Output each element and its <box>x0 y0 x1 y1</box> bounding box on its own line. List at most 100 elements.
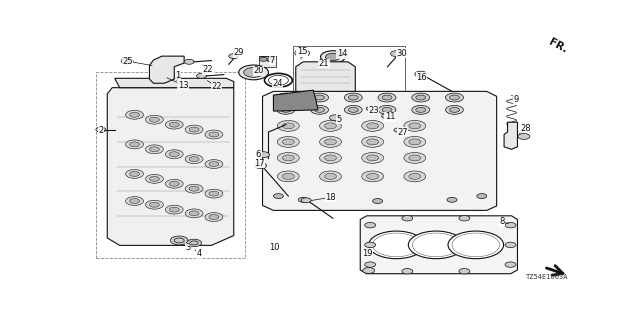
Circle shape <box>416 108 426 112</box>
Circle shape <box>365 242 376 248</box>
Circle shape <box>244 68 264 77</box>
Circle shape <box>129 112 140 117</box>
Text: 16: 16 <box>416 73 427 82</box>
Text: 5: 5 <box>336 115 342 124</box>
Circle shape <box>149 147 159 152</box>
Text: 9: 9 <box>514 95 519 105</box>
Circle shape <box>326 53 340 60</box>
Bar <box>293 46 405 99</box>
Circle shape <box>205 130 223 139</box>
Polygon shape <box>259 56 276 67</box>
Circle shape <box>145 174 163 183</box>
Circle shape <box>277 105 295 114</box>
Text: 23: 23 <box>368 106 379 115</box>
Text: 13: 13 <box>178 81 189 90</box>
Circle shape <box>228 54 239 59</box>
Circle shape <box>324 139 337 145</box>
Circle shape <box>449 108 460 112</box>
Circle shape <box>298 197 308 202</box>
Circle shape <box>260 57 268 61</box>
Circle shape <box>402 268 413 274</box>
Text: 25: 25 <box>122 57 133 66</box>
Circle shape <box>372 233 420 257</box>
Circle shape <box>445 105 463 114</box>
Circle shape <box>381 114 392 118</box>
Circle shape <box>344 105 362 114</box>
Circle shape <box>129 142 140 147</box>
Circle shape <box>205 212 223 221</box>
Circle shape <box>505 222 516 228</box>
Circle shape <box>125 170 143 178</box>
Circle shape <box>448 231 504 259</box>
Circle shape <box>382 95 392 100</box>
Circle shape <box>187 239 202 247</box>
Text: 20: 20 <box>253 67 264 76</box>
Circle shape <box>402 216 413 221</box>
Circle shape <box>185 209 203 218</box>
Circle shape <box>324 173 337 179</box>
Circle shape <box>366 107 374 111</box>
Text: 19: 19 <box>362 249 373 258</box>
Text: TZ54E1003A: TZ54E1003A <box>526 274 568 280</box>
Circle shape <box>277 153 300 163</box>
Circle shape <box>129 198 140 204</box>
Circle shape <box>348 108 358 112</box>
Circle shape <box>282 123 294 129</box>
Text: 28: 28 <box>520 124 531 133</box>
Circle shape <box>209 191 219 196</box>
Circle shape <box>173 73 180 77</box>
Circle shape <box>169 122 179 127</box>
Circle shape <box>404 153 426 163</box>
Text: 30: 30 <box>396 49 407 58</box>
Circle shape <box>277 120 300 131</box>
Circle shape <box>295 50 310 57</box>
Circle shape <box>149 202 159 207</box>
Text: 4: 4 <box>196 250 202 259</box>
Circle shape <box>372 198 383 204</box>
Circle shape <box>205 189 223 198</box>
Polygon shape <box>273 90 318 111</box>
Circle shape <box>330 115 341 121</box>
Circle shape <box>505 262 516 267</box>
Circle shape <box>189 127 199 132</box>
Circle shape <box>149 117 159 122</box>
Circle shape <box>447 197 457 202</box>
Circle shape <box>239 65 269 80</box>
Circle shape <box>209 162 219 166</box>
Circle shape <box>185 184 203 193</box>
Circle shape <box>145 145 163 154</box>
Polygon shape <box>296 62 355 92</box>
Circle shape <box>367 155 379 161</box>
Circle shape <box>365 222 376 228</box>
Circle shape <box>205 160 223 169</box>
Circle shape <box>184 59 194 64</box>
Text: 7: 7 <box>270 56 275 65</box>
Circle shape <box>404 120 426 131</box>
Circle shape <box>324 155 337 161</box>
Text: 18: 18 <box>325 193 336 202</box>
Polygon shape <box>150 56 184 83</box>
Circle shape <box>125 110 143 119</box>
Circle shape <box>378 105 396 114</box>
Polygon shape <box>360 216 518 274</box>
Circle shape <box>362 120 383 131</box>
Text: 24: 24 <box>272 79 283 89</box>
Text: 21: 21 <box>319 59 330 68</box>
Circle shape <box>319 153 341 163</box>
Circle shape <box>344 93 362 102</box>
Circle shape <box>165 205 183 214</box>
Text: 11: 11 <box>385 112 396 121</box>
Circle shape <box>445 93 463 102</box>
Circle shape <box>96 127 106 132</box>
Circle shape <box>390 51 403 57</box>
Circle shape <box>324 123 337 129</box>
Circle shape <box>319 120 341 131</box>
Text: 17: 17 <box>254 159 265 168</box>
Circle shape <box>477 194 487 198</box>
Circle shape <box>281 95 291 100</box>
Circle shape <box>409 173 420 179</box>
Text: 6: 6 <box>256 150 261 159</box>
Circle shape <box>409 155 420 161</box>
Circle shape <box>273 194 284 198</box>
Circle shape <box>277 171 300 182</box>
